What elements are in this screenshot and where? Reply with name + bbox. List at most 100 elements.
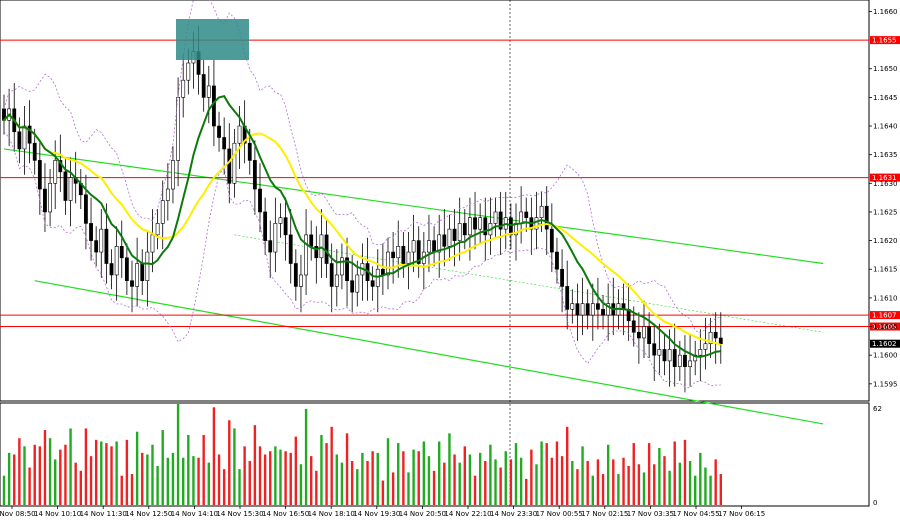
y-tick-label: 1.1645 bbox=[873, 94, 898, 102]
candle-body bbox=[94, 240, 99, 253]
y-tick-label: 1.1635 bbox=[873, 151, 898, 159]
candle-body bbox=[549, 228, 554, 253]
volume-bar bbox=[94, 439, 98, 505]
volume-bar bbox=[294, 436, 298, 505]
volume-bar bbox=[489, 444, 492, 505]
candle-body bbox=[114, 246, 119, 276]
volume-bar bbox=[299, 464, 303, 505]
volume-bar bbox=[509, 459, 513, 505]
volume-bar bbox=[668, 470, 671, 505]
x-tick-label: 17 Nov 04:55 bbox=[672, 510, 719, 518]
candle-body bbox=[119, 246, 124, 259]
price-level-label: 1.1655 bbox=[872, 37, 897, 45]
candle-body bbox=[534, 217, 539, 230]
volume-bar bbox=[719, 474, 722, 505]
candle-body bbox=[416, 240, 421, 264]
volume-bar bbox=[504, 451, 507, 505]
volume-bar bbox=[84, 428, 88, 505]
volume-bar bbox=[110, 446, 113, 505]
volume-bar bbox=[417, 451, 420, 505]
volume-bar bbox=[269, 451, 272, 505]
volume-bar bbox=[233, 428, 236, 505]
y-tick-label: 1.1650 bbox=[873, 65, 898, 73]
y-tick-label: 1.1660 bbox=[873, 8, 898, 16]
candle-body bbox=[222, 137, 227, 150]
candle-body bbox=[457, 223, 462, 241]
candle-body bbox=[370, 280, 375, 287]
x-tick-label: 14 Nov 18:10 bbox=[308, 510, 355, 518]
volume-bar bbox=[176, 404, 180, 505]
candle-body bbox=[334, 274, 339, 287]
candle-body bbox=[84, 194, 88, 224]
candle-body bbox=[345, 257, 349, 281]
candle-body bbox=[355, 274, 360, 293]
x-tick-label: 14 Nov 11:30 bbox=[80, 510, 127, 518]
candle-body bbox=[171, 160, 175, 190]
candle-body bbox=[375, 268, 380, 287]
volume-bar bbox=[130, 474, 134, 505]
volume-bar bbox=[555, 441, 559, 505]
volume-bar bbox=[478, 452, 482, 505]
volume-bar bbox=[566, 426, 569, 505]
volume-bar bbox=[197, 457, 200, 505]
candle-body bbox=[468, 217, 472, 236]
volume-bar bbox=[182, 457, 185, 505]
candle-body bbox=[53, 160, 58, 184]
candle-body bbox=[263, 211, 268, 241]
price-level-box bbox=[870, 339, 900, 348]
volume-bar bbox=[248, 461, 251, 505]
volume-bar bbox=[391, 472, 395, 505]
volume-bar bbox=[647, 443, 651, 505]
y-tick-label: 1.1640 bbox=[873, 123, 898, 131]
candle-body bbox=[667, 349, 672, 362]
candle-body bbox=[124, 257, 129, 281]
candle-body bbox=[160, 200, 165, 224]
volume-bar bbox=[407, 472, 410, 505]
candle-body bbox=[268, 240, 273, 253]
price-level-box bbox=[870, 322, 900, 331]
volume-bar bbox=[709, 475, 712, 505]
volume-bar bbox=[678, 462, 682, 505]
candle-body bbox=[43, 188, 47, 213]
volume-bar bbox=[361, 452, 364, 505]
volume-bar bbox=[43, 430, 47, 505]
volume-bar bbox=[38, 446, 42, 505]
volume-bar bbox=[335, 454, 338, 505]
volume-bar bbox=[89, 456, 93, 505]
main-panel-frame bbox=[0, 0, 870, 402]
price-level-label: 1.1602 bbox=[872, 340, 897, 348]
volume-bar bbox=[468, 454, 472, 505]
volume-bar bbox=[100, 441, 103, 505]
candle-body bbox=[606, 303, 611, 316]
volume-bar bbox=[601, 474, 605, 505]
candle-body bbox=[447, 228, 452, 247]
candle-body bbox=[37, 160, 42, 190]
candle-body bbox=[411, 240, 416, 253]
volume-bar bbox=[596, 459, 600, 505]
volume-bar bbox=[540, 441, 543, 505]
volume-bar bbox=[397, 443, 400, 505]
volume-bar bbox=[33, 444, 36, 505]
y-tick-label: 1.1605 bbox=[873, 323, 898, 331]
volume-bar bbox=[146, 454, 149, 505]
candle-body bbox=[585, 303, 590, 316]
volume-bar bbox=[13, 454, 16, 505]
candle-body bbox=[565, 286, 570, 310]
candle-body bbox=[32, 142, 37, 161]
candle-body bbox=[662, 349, 667, 362]
volume-bar bbox=[289, 452, 292, 505]
candle-body bbox=[698, 349, 703, 356]
candle-body bbox=[283, 217, 288, 236]
volume-bar bbox=[422, 441, 426, 505]
candle-body bbox=[672, 349, 677, 367]
candle-body bbox=[278, 217, 283, 224]
volume-bar bbox=[376, 452, 379, 505]
volume-bar bbox=[23, 446, 26, 505]
volume-bar bbox=[530, 449, 533, 505]
candle-body bbox=[304, 234, 308, 276]
candle-body bbox=[227, 148, 232, 184]
volume-bar bbox=[151, 444, 154, 505]
candle-body bbox=[483, 217, 488, 236]
